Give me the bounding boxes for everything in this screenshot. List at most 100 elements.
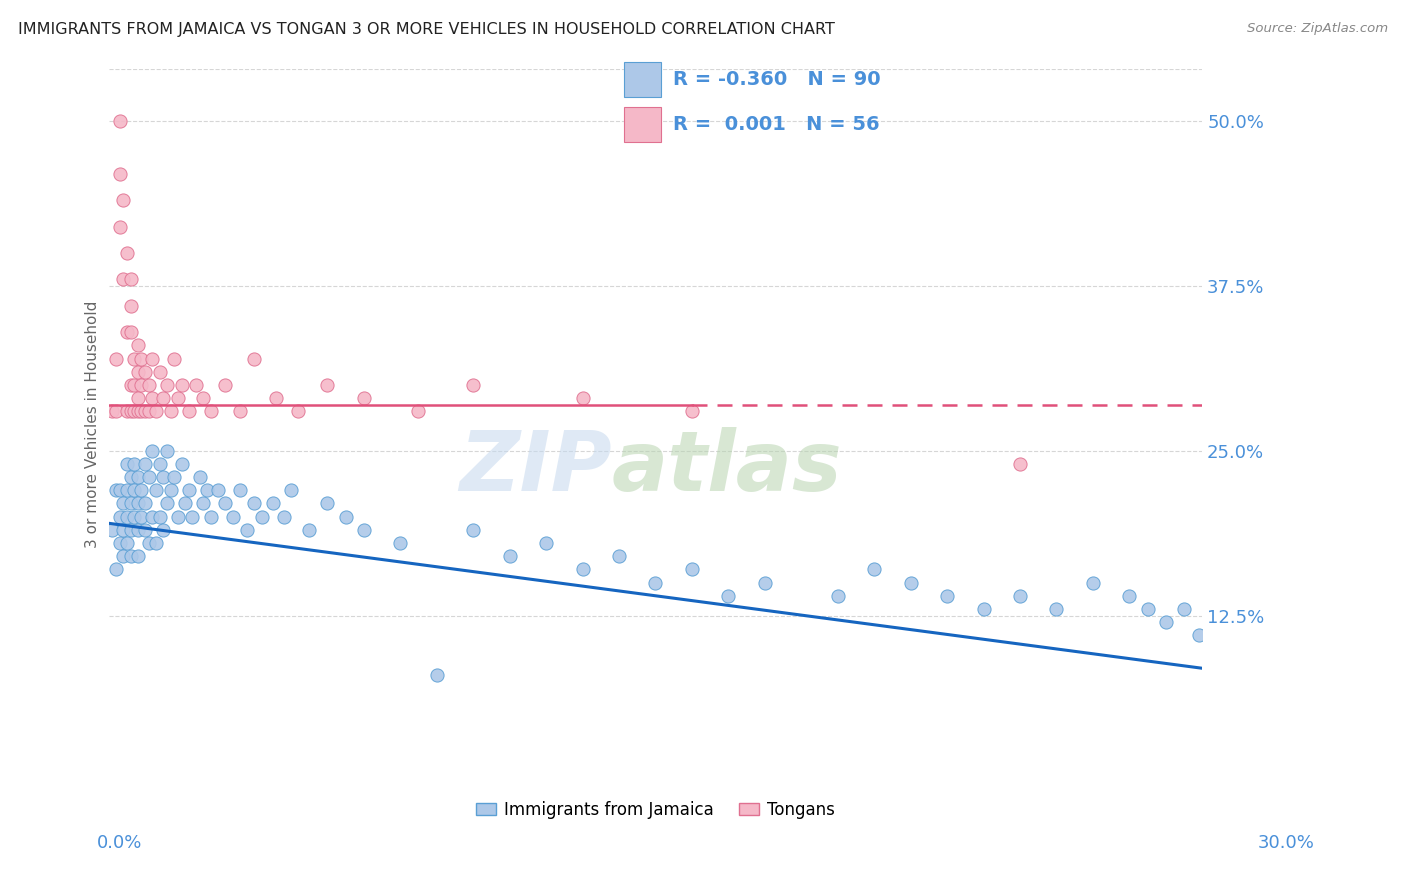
- Point: [131, 483, 153, 498]
- Point: [152, 523, 174, 537]
- Point: [141, 509, 163, 524]
- Point: [156, 443, 179, 458]
- Text: IMMIGRANTS FROM JAMAICA VS TONGAN 3 OR MORE VEHICLES IN HOUSEHOLD CORRELATION CH: IMMIGRANTS FROM JAMAICA VS TONGAN 3 OR M…: [18, 22, 835, 37]
- Point: [101, 523, 124, 537]
- Point: [900, 575, 922, 590]
- Point: [353, 391, 375, 405]
- Point: [681, 404, 703, 418]
- Point: [141, 351, 163, 366]
- Point: [193, 391, 215, 405]
- Point: [145, 483, 167, 498]
- Point: [108, 167, 131, 181]
- Point: [156, 496, 179, 510]
- Point: [607, 549, 630, 564]
- Point: [316, 377, 339, 392]
- Point: [112, 496, 135, 510]
- Point: [138, 404, 160, 418]
- Point: [131, 404, 153, 418]
- Point: [170, 377, 193, 392]
- Point: [177, 483, 200, 498]
- Point: [145, 404, 167, 418]
- Point: [120, 523, 142, 537]
- Point: [167, 391, 190, 405]
- Point: [236, 523, 259, 537]
- Point: [108, 536, 131, 550]
- Point: [571, 562, 593, 576]
- Point: [138, 377, 160, 392]
- Point: [122, 483, 145, 498]
- Point: [108, 483, 131, 498]
- Point: [122, 457, 145, 471]
- Text: R =  0.001   N = 56: R = 0.001 N = 56: [673, 115, 880, 134]
- Point: [193, 496, 215, 510]
- Point: [104, 483, 127, 498]
- Point: [115, 404, 138, 418]
- Point: [463, 377, 485, 392]
- Point: [141, 443, 163, 458]
- Point: [827, 589, 849, 603]
- Point: [163, 470, 186, 484]
- Point: [389, 536, 412, 550]
- Point: [1045, 602, 1067, 616]
- Point: [127, 523, 149, 537]
- Text: 30.0%: 30.0%: [1258, 834, 1315, 852]
- Point: [250, 509, 273, 524]
- Point: [120, 470, 142, 484]
- Point: [115, 325, 138, 339]
- Point: [287, 404, 309, 418]
- Point: [408, 404, 430, 418]
- Point: [104, 404, 127, 418]
- Point: [863, 562, 886, 576]
- Point: [973, 602, 995, 616]
- Point: [149, 365, 172, 379]
- Bar: [624, 62, 661, 96]
- Point: [195, 483, 218, 498]
- Point: [112, 549, 135, 564]
- Text: atlas: atlas: [612, 426, 842, 508]
- Point: [122, 509, 145, 524]
- Point: [141, 391, 163, 405]
- Point: [463, 523, 485, 537]
- Point: [127, 404, 149, 418]
- Point: [214, 377, 236, 392]
- Point: [1154, 615, 1177, 629]
- Point: [681, 562, 703, 576]
- Point: [266, 391, 288, 405]
- Point: [936, 589, 959, 603]
- Point: [184, 377, 207, 392]
- Text: R = -0.360   N = 90: R = -0.360 N = 90: [673, 70, 882, 89]
- Point: [115, 536, 138, 550]
- Text: Source: ZipAtlas.com: Source: ZipAtlas.com: [1247, 22, 1388, 36]
- Point: [534, 536, 557, 550]
- Point: [200, 509, 222, 524]
- Point: [101, 404, 124, 418]
- Point: [127, 365, 149, 379]
- Point: [1173, 602, 1195, 616]
- Point: [152, 391, 174, 405]
- Point: [273, 509, 295, 524]
- Point: [134, 523, 156, 537]
- Point: [163, 351, 186, 366]
- Point: [426, 668, 449, 682]
- Point: [152, 470, 174, 484]
- Point: [1187, 628, 1209, 642]
- Point: [159, 483, 181, 498]
- Point: [120, 377, 142, 392]
- Y-axis label: 3 or more Vehicles in Household: 3 or more Vehicles in Household: [86, 301, 100, 548]
- Point: [127, 496, 149, 510]
- Point: [138, 536, 160, 550]
- Legend: Immigrants from Jamaica, Tongans: Immigrants from Jamaica, Tongans: [470, 794, 842, 825]
- Point: [280, 483, 302, 498]
- Point: [243, 351, 266, 366]
- Point: [134, 365, 156, 379]
- Point: [149, 457, 172, 471]
- Text: ZIP: ZIP: [460, 426, 612, 508]
- Point: [120, 404, 142, 418]
- Point: [156, 377, 179, 392]
- Point: [120, 549, 142, 564]
- Point: [115, 246, 138, 260]
- Point: [131, 509, 153, 524]
- Point: [127, 338, 149, 352]
- Point: [112, 272, 135, 286]
- Point: [498, 549, 520, 564]
